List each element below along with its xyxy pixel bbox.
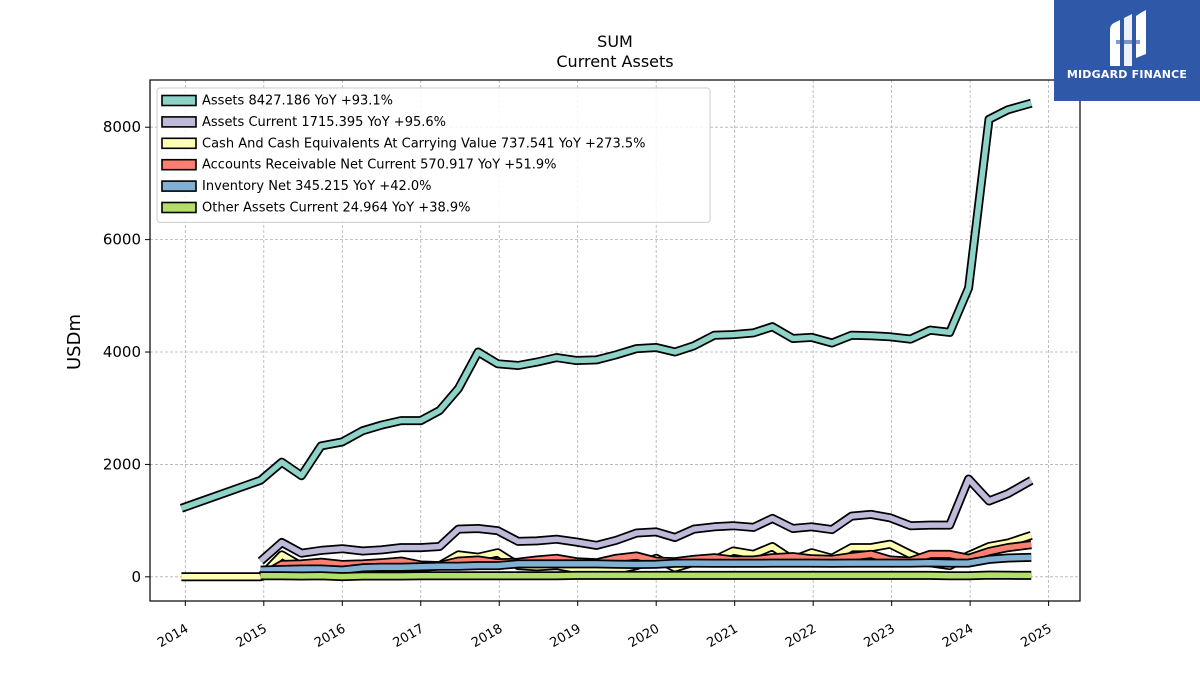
y-tick-label: 0 xyxy=(131,568,141,586)
x-tick-label: 2014 xyxy=(155,621,191,651)
brand-logo: MIDGARD FINANCE xyxy=(1054,0,1200,101)
x-tick-label: 2019 xyxy=(548,621,584,651)
legend-swatch xyxy=(161,180,197,192)
x-tick-label: 2018 xyxy=(469,621,505,651)
x-tick-label: 2020 xyxy=(626,621,662,651)
plot-frame xyxy=(149,79,1081,602)
legend-swatch xyxy=(161,94,197,107)
series-line xyxy=(260,554,1032,573)
y-tick-label: 8000 xyxy=(103,118,141,136)
legend-swatch xyxy=(161,116,197,128)
series-line xyxy=(260,572,1032,580)
legend-label: Assets 8427.186 YoY +93.1% xyxy=(202,94,393,109)
x-axis-ticks: 2014 2015 2016 2017 2018 2019 2020 2021 2022 2023… xyxy=(155,601,1055,651)
legend-label: Assets Current 1715.395 YoY +95.6% xyxy=(202,115,446,130)
x-tick-label: 2016 xyxy=(312,621,348,651)
series-line xyxy=(180,100,1033,511)
legend-box xyxy=(156,87,711,223)
x-tick-label: 2017 xyxy=(391,621,427,651)
y-tick-label: 2000 xyxy=(103,455,141,473)
chart-title: SUM xyxy=(597,32,633,51)
legend-label: Accounts Receivable Net Current 570.917 … xyxy=(202,158,557,173)
chart-subtitle: Current Assets xyxy=(556,52,674,71)
series-5 xyxy=(260,552,1032,575)
x-tick-label: 2023 xyxy=(861,621,897,651)
y-axis-label: USDm xyxy=(64,314,85,370)
legend: Assets 8427.186 YoY +93.1% Assets Current… xyxy=(156,87,711,223)
series-6 xyxy=(260,570,1032,582)
logo-mark-icon xyxy=(1110,10,1146,66)
y-tick-label: 4000 xyxy=(103,343,141,361)
x-tick-label: 2015 xyxy=(234,621,270,651)
logo-text: MIDGARD FINANCE xyxy=(1066,68,1188,81)
y-axis-ticks: 0 2000 4000 6000 8000 xyxy=(103,118,150,586)
legend-label: Cash And Cash Equivalents At Carrying Va… xyxy=(202,136,645,151)
series-line xyxy=(258,476,1033,564)
series-2 xyxy=(257,474,1034,565)
x-tick-label: 2024 xyxy=(940,621,976,651)
legend-label: Inventory Net 345.215 YoY +42.0% xyxy=(202,179,432,194)
y-tick-label: 6000 xyxy=(103,231,141,249)
x-tick-label: 2021 xyxy=(705,621,741,651)
legend-swatch xyxy=(161,158,197,171)
series-1 xyxy=(179,98,1033,513)
x-tick-label: 2025 xyxy=(1018,621,1054,651)
x-tick-label: 2022 xyxy=(783,621,819,651)
legend-swatch xyxy=(161,201,197,214)
legend-label: Other Assets Current 24.964 YoY +38.9% xyxy=(202,201,471,216)
series-layer xyxy=(179,98,1034,582)
legend-swatch xyxy=(161,137,197,150)
